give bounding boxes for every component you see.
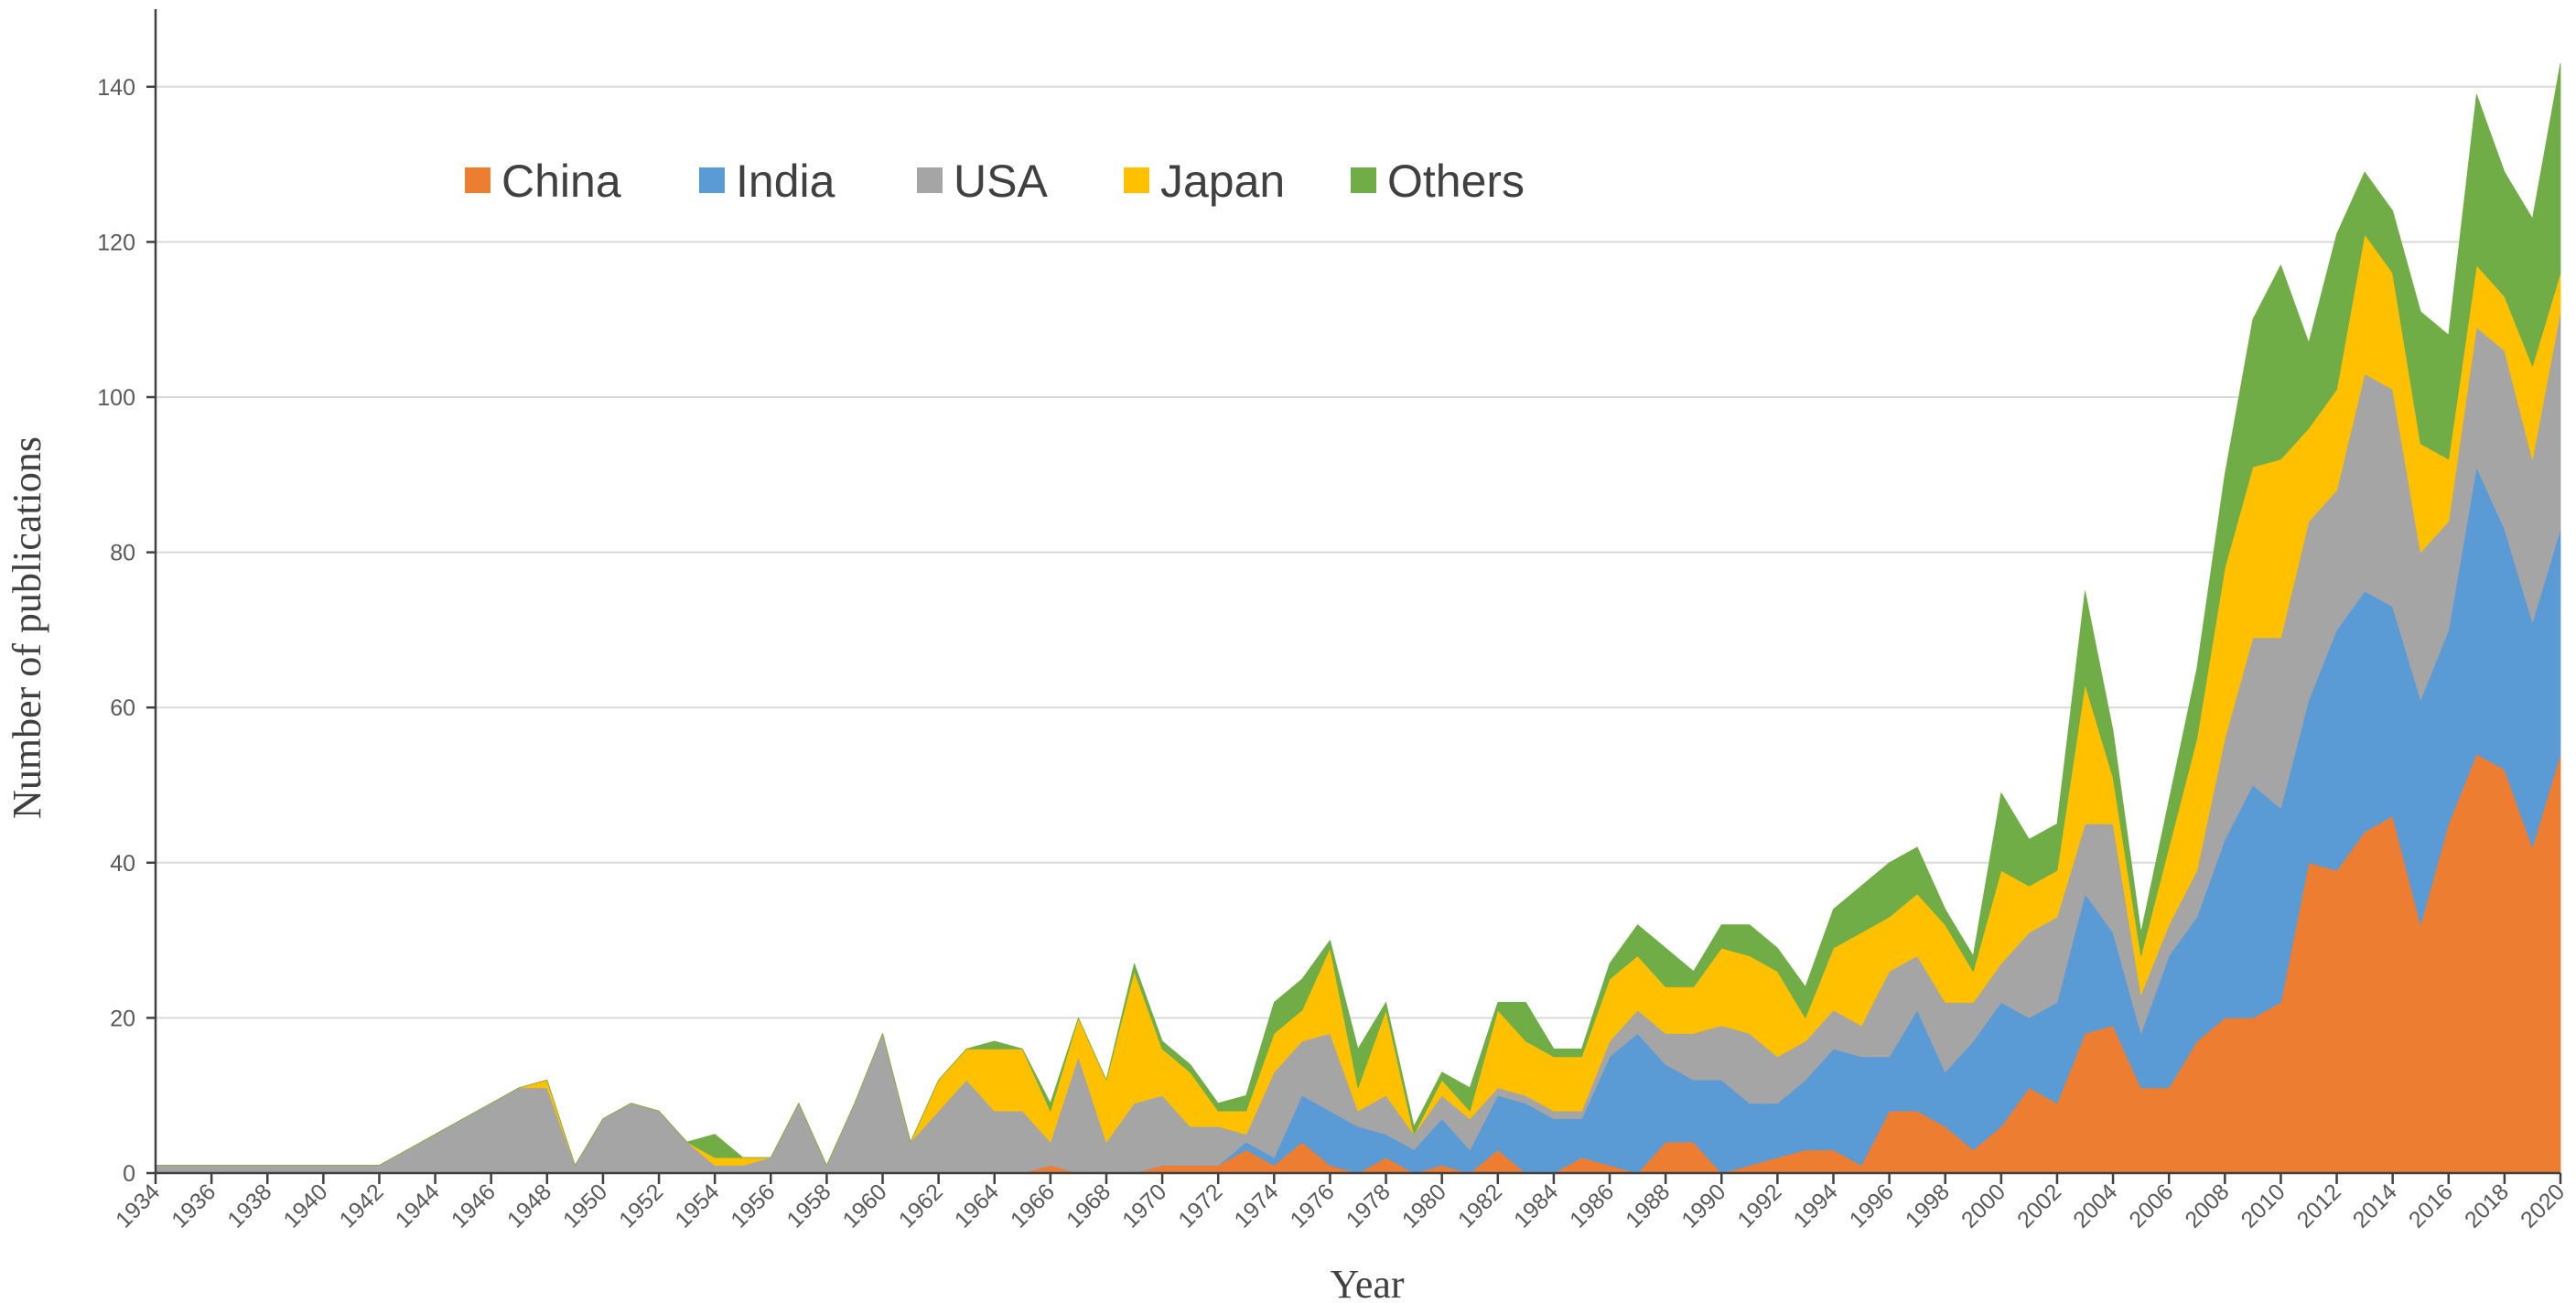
x-tick-label: 2020 (2516, 1179, 2570, 1233)
y-axis-ticks: 0 20 40 60 80 100 120 140 (97, 75, 156, 1187)
x-axis-title: Year (1330, 1262, 1404, 1303)
x-tick-label: 2004 (2068, 1179, 2122, 1233)
x-tick-label: 1938 (222, 1179, 276, 1233)
legend-label-others: Others (1387, 156, 1525, 207)
x-tick-label: 2010 (2236, 1179, 2290, 1233)
x-tick-label: 1964 (950, 1179, 1004, 1233)
y-tick-label: 120 (97, 230, 135, 255)
y-tick-label: 100 (97, 385, 135, 411)
area-others (155, 62, 2561, 1166)
legend-label-india: India (736, 156, 835, 207)
x-tick-label: 1994 (1789, 1179, 1843, 1233)
x-tick-label: 1966 (1006, 1179, 1060, 1233)
x-tick-label: 2002 (2012, 1179, 2066, 1233)
x-tick-label: 1962 (894, 1179, 948, 1233)
legend-label-usa: USA (954, 156, 1048, 207)
legend-swatch-others (1351, 167, 1376, 193)
x-tick-label: 1936 (167, 1179, 221, 1233)
x-tick-label: 1980 (1397, 1179, 1451, 1233)
x-tick-label: 1982 (1453, 1179, 1507, 1233)
y-axis-title: Number of publications (5, 436, 49, 819)
legend-label-china: China (501, 156, 621, 207)
legend-swatch-usa (917, 167, 943, 193)
x-tick-label: 1992 (1732, 1179, 1786, 1233)
legend-swatch-china (465, 167, 490, 193)
y-tick-label: 80 (110, 541, 135, 566)
y-tick-label: 20 (110, 1006, 135, 1031)
x-tick-label: 1954 (670, 1179, 724, 1233)
x-tick-label: 1942 (335, 1179, 389, 1233)
y-tick-label: 60 (110, 695, 135, 721)
series-areas (155, 62, 2561, 1174)
y-tick-label: 140 (97, 75, 135, 101)
y-tick-label: 40 (110, 851, 135, 877)
x-tick-label: 1972 (1173, 1179, 1227, 1233)
x-tick-label: 1998 (1901, 1179, 1955, 1233)
x-tick-label: 2000 (1956, 1179, 2010, 1233)
x-tick-label: 1974 (1229, 1179, 1283, 1233)
legend-label-japan: Japan (1160, 156, 1285, 207)
x-tick-label: 1976 (1286, 1179, 1340, 1233)
axes (154, 9, 2560, 1175)
gridlines (156, 85, 2560, 1019)
x-axis-ticks: 1934 1936 1938 1940 1942 1944 1946 1948 1950 1952… (111, 1173, 2570, 1233)
x-tick-label: 1934 (111, 1179, 165, 1233)
x-tick-label: 1988 (1621, 1179, 1675, 1233)
x-tick-label: 1948 (502, 1179, 556, 1233)
x-tick-label: 2008 (2180, 1179, 2234, 1233)
legend-swatch-india (699, 167, 725, 193)
x-tick-label: 1946 (447, 1179, 501, 1233)
x-tick-label: 2016 (2404, 1179, 2458, 1233)
x-tick-label: 2006 (2124, 1179, 2178, 1233)
x-tick-label: 1968 (1062, 1179, 1116, 1233)
x-tick-label: 1970 (1117, 1179, 1171, 1233)
x-tick-label: 1950 (558, 1179, 612, 1233)
legend-swatch-japan (1124, 167, 1149, 193)
x-tick-label: 1990 (1676, 1179, 1730, 1233)
x-tick-label: 1960 (838, 1179, 892, 1233)
x-tick-label: 1996 (1845, 1179, 1899, 1233)
x-tick-label: 1986 (1565, 1179, 1619, 1233)
x-tick-label: 2014 (2348, 1179, 2402, 1233)
x-tick-label: 2018 (2460, 1179, 2514, 1233)
x-tick-label: 2012 (2292, 1179, 2346, 1233)
y-tick-label: 0 (123, 1161, 135, 1187)
x-tick-label: 1956 (726, 1179, 780, 1233)
x-tick-label: 1940 (278, 1179, 332, 1233)
x-tick-label: 1944 (391, 1179, 445, 1233)
x-tick-label: 1952 (614, 1179, 668, 1233)
x-tick-label: 1958 (782, 1179, 836, 1233)
legend: China India USA Japan Others (465, 156, 1525, 207)
x-tick-label: 1984 (1509, 1179, 1563, 1233)
x-tick-label: 1978 (1342, 1179, 1396, 1233)
